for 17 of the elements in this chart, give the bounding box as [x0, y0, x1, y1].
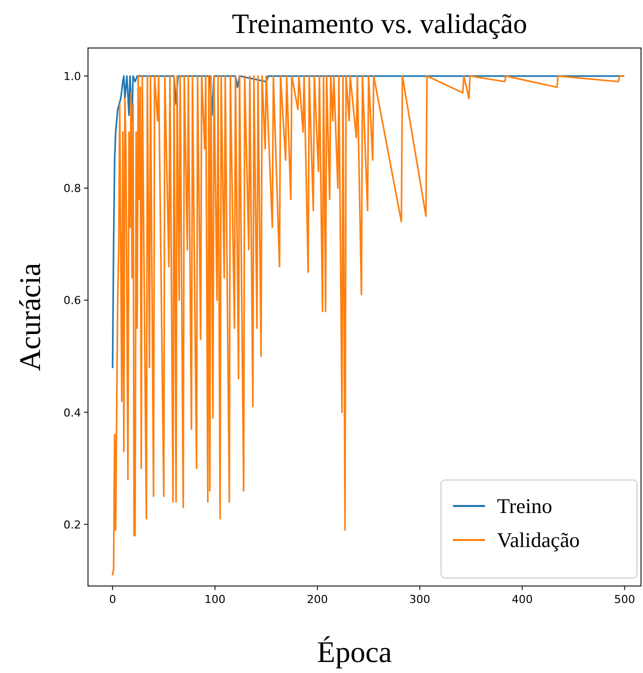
x-tick-label: 400 [512, 593, 533, 606]
x-tick-label: 300 [409, 593, 430, 606]
y-tick-label: 0.2 [64, 518, 81, 532]
legend-label: Validação [497, 528, 580, 552]
y-tick-label: 1.0 [64, 70, 81, 84]
x-tick-label: 100 [204, 593, 226, 606]
x-tick-label: 200 [306, 593, 328, 606]
x-tick-label: 0 [109, 593, 116, 606]
y-tick-label: 0.4 [64, 406, 81, 420]
line-series [112, 75, 624, 576]
x-tick-label: 500 [614, 593, 636, 606]
legend-label: Treino [497, 494, 552, 518]
y-tick-label: 0.8 [64, 182, 81, 196]
y-tick-label: 0.6 [64, 294, 81, 308]
chart-title: Treinamento vs. validação [232, 9, 528, 40]
y-axis-title: Acurácia [14, 262, 47, 372]
x-axis-title: Época [317, 636, 392, 669]
